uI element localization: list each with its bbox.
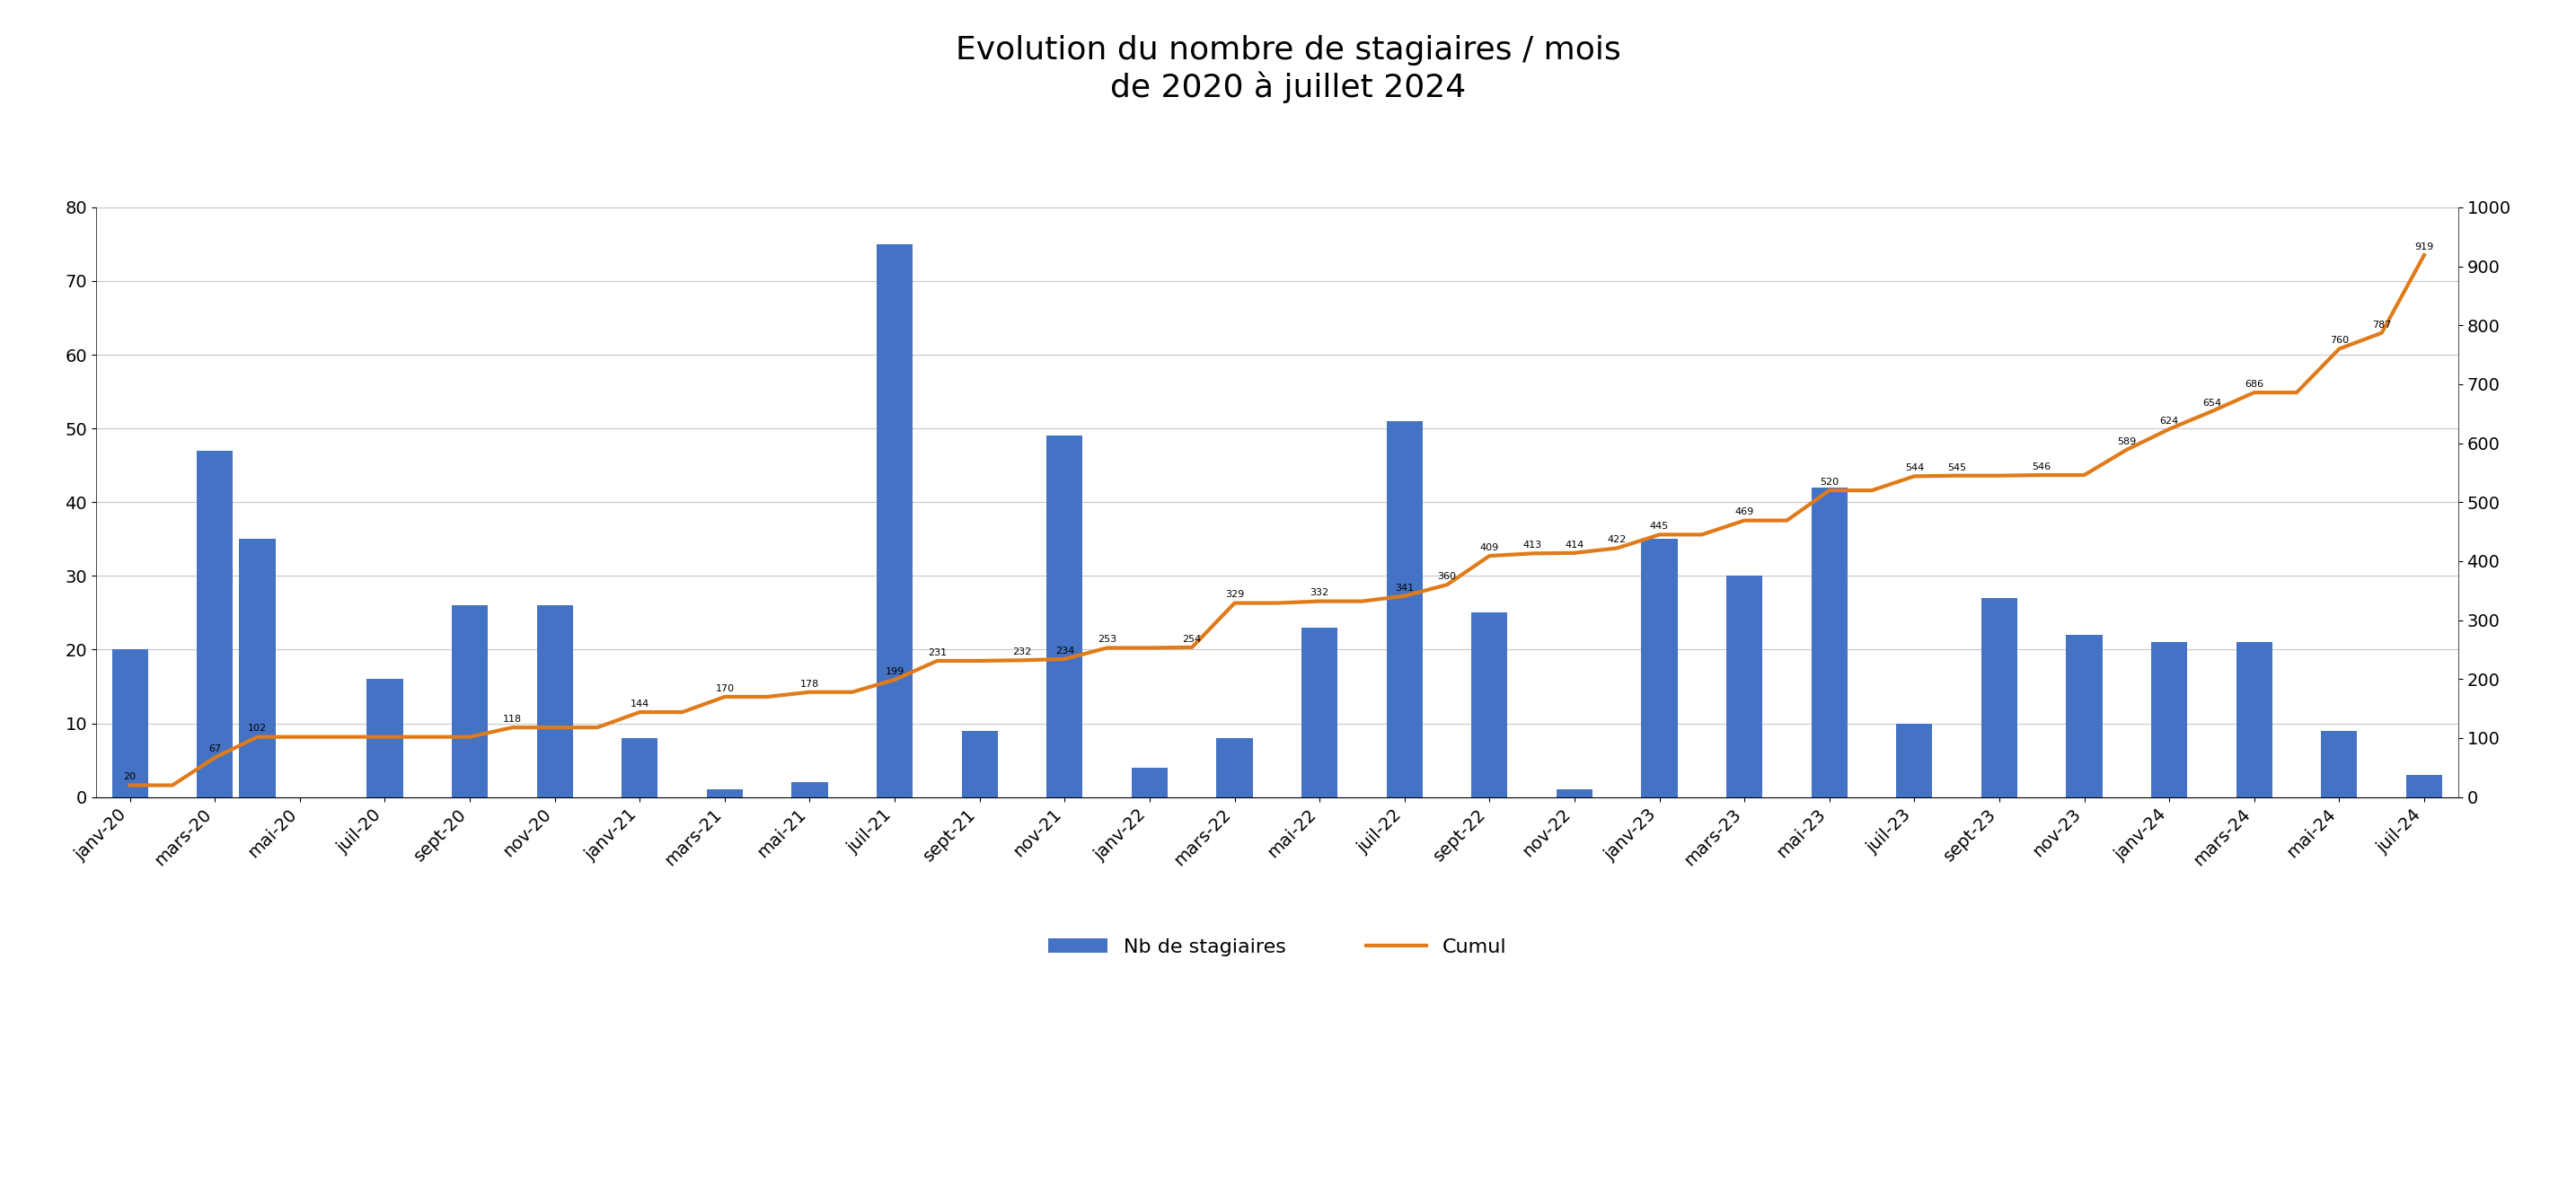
- Text: 67: 67: [209, 745, 222, 753]
- Bar: [536, 605, 572, 797]
- Text: 413: 413: [1522, 541, 1540, 549]
- Text: 422: 422: [1607, 535, 1625, 545]
- Bar: [2236, 643, 2272, 797]
- Bar: [1471, 613, 1507, 797]
- Text: 919: 919: [2414, 243, 2434, 251]
- Text: 199: 199: [886, 667, 904, 676]
- Text: 20: 20: [124, 772, 137, 782]
- Legend: Nb de stagiaires, Cumul: Nb de stagiaires, Cumul: [1041, 930, 1515, 964]
- Bar: [1301, 627, 1337, 797]
- Bar: [876, 244, 912, 797]
- Bar: [111, 650, 147, 797]
- Text: 414: 414: [1564, 540, 1584, 549]
- Text: 178: 178: [801, 679, 819, 689]
- Text: 332: 332: [1311, 588, 1329, 598]
- Text: Evolution du nombre de stagiaires / mois
de 2020 à juillet 2024: Evolution du nombre de stagiaires / mois…: [956, 35, 1620, 103]
- Text: 545: 545: [1947, 463, 1965, 472]
- Text: 544: 544: [1904, 463, 1924, 473]
- Bar: [240, 539, 276, 797]
- Text: 787: 787: [2372, 321, 2391, 329]
- Bar: [1981, 598, 2017, 797]
- Text: 170: 170: [716, 684, 734, 693]
- Text: 760: 760: [2329, 336, 2349, 345]
- Bar: [2066, 634, 2102, 797]
- Bar: [2406, 775, 2442, 797]
- Text: 360: 360: [1437, 572, 1455, 581]
- Text: 520: 520: [1819, 477, 1839, 487]
- Bar: [1386, 421, 1422, 797]
- Bar: [2151, 643, 2187, 797]
- Text: 341: 341: [1396, 584, 1414, 592]
- Bar: [1811, 487, 1847, 797]
- Bar: [1726, 575, 1762, 797]
- Text: 234: 234: [1056, 646, 1074, 656]
- Text: 469: 469: [1734, 508, 1754, 516]
- Text: 546: 546: [2032, 462, 2050, 472]
- Bar: [1556, 790, 1592, 797]
- Bar: [366, 679, 402, 797]
- Text: 329: 329: [1226, 591, 1244, 599]
- Bar: [1131, 768, 1167, 797]
- Text: 144: 144: [631, 699, 649, 709]
- Text: 118: 118: [502, 714, 523, 724]
- Text: 254: 254: [1182, 634, 1200, 644]
- Bar: [1046, 436, 1082, 797]
- Text: 253: 253: [1097, 635, 1115, 644]
- Bar: [791, 783, 827, 797]
- Text: 686: 686: [2244, 380, 2264, 389]
- Text: 409: 409: [1481, 544, 1499, 552]
- Text: 624: 624: [2159, 416, 2179, 426]
- Bar: [1896, 724, 1932, 797]
- Bar: [196, 450, 232, 797]
- Text: 445: 445: [1649, 522, 1669, 531]
- Bar: [1216, 738, 1252, 797]
- Bar: [2321, 731, 2357, 797]
- Bar: [1641, 539, 1677, 797]
- Text: 589: 589: [2117, 437, 2136, 446]
- Text: 102: 102: [247, 724, 268, 733]
- Bar: [961, 731, 997, 797]
- Text: 231: 231: [927, 648, 945, 657]
- Bar: [706, 790, 742, 797]
- Bar: [621, 738, 657, 797]
- Bar: [451, 605, 487, 797]
- Text: 232: 232: [1012, 647, 1030, 657]
- Text: 654: 654: [2202, 399, 2221, 408]
